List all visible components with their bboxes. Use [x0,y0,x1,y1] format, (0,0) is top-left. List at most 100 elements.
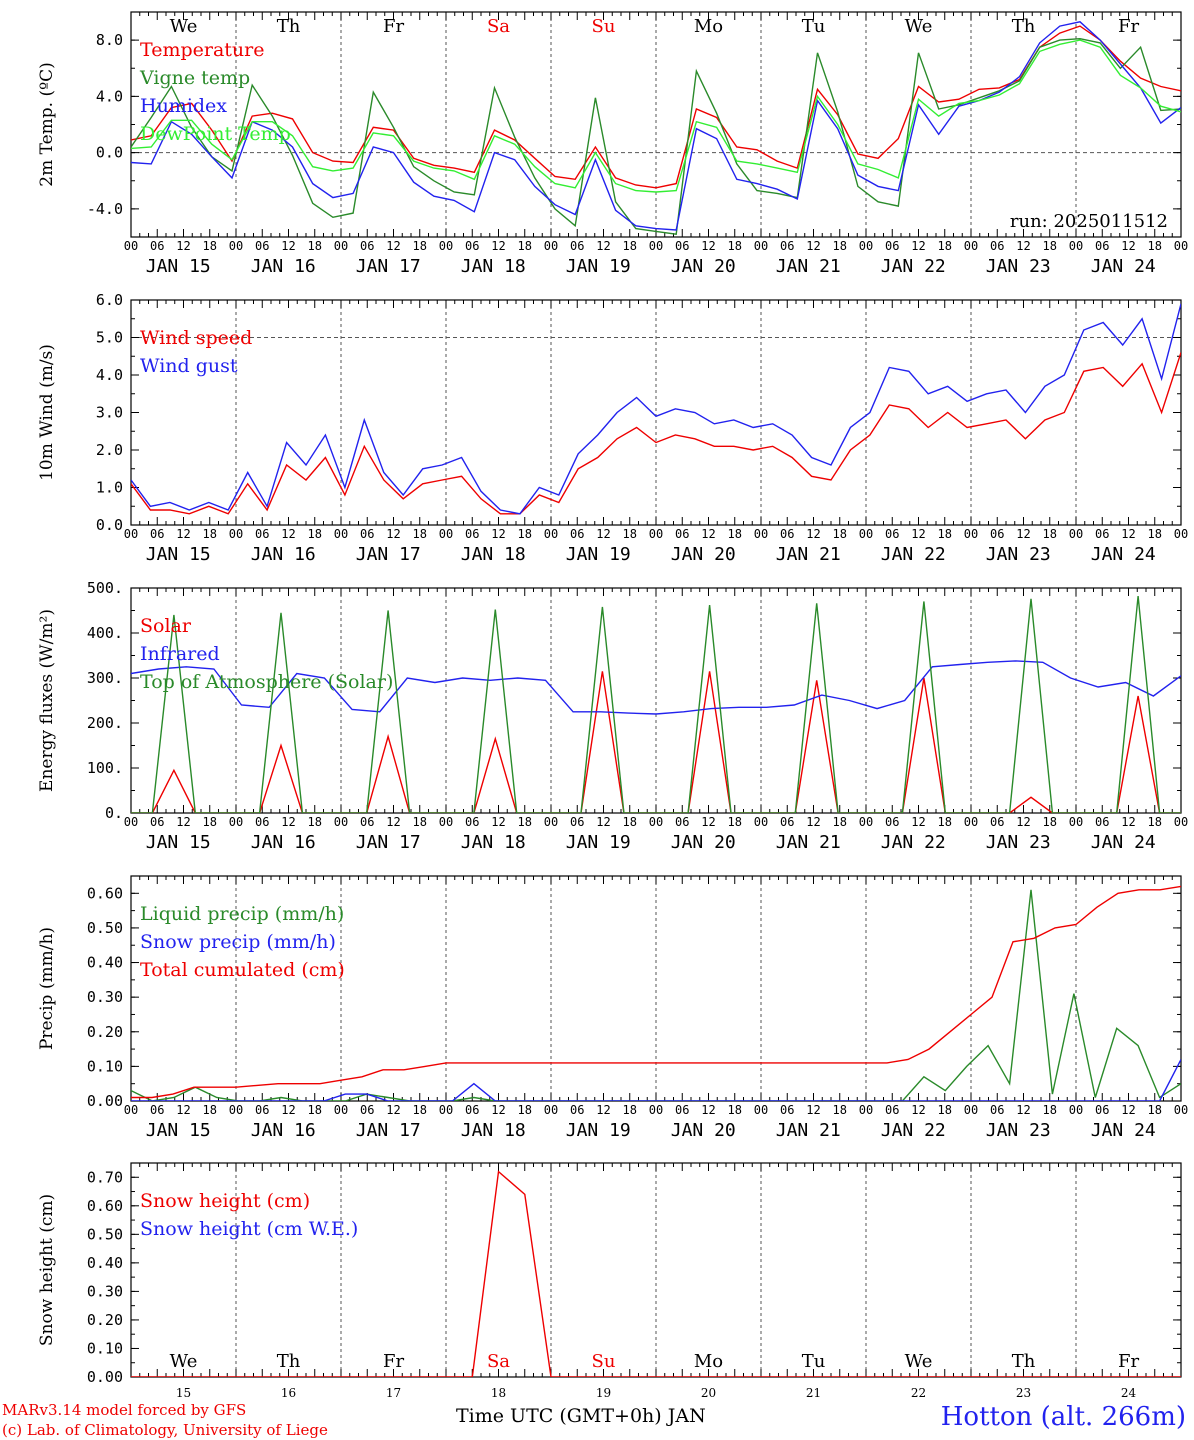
weekday-label: Th [1012,1351,1036,1372]
hour-tick-label: 18 [413,1103,427,1117]
hour-tick-label: 18 [623,1103,637,1117]
y-axis-label: 2m Temp. (ºC) [37,62,57,187]
weekday-label: We [170,1351,198,1372]
hour-tick-label: 18 [833,1103,847,1117]
hour-tick-label: 06 [570,815,584,829]
hour-tick-label: 00 [754,1103,768,1117]
hour-tick-label: 18 [308,527,322,541]
hour-tick-label: 00 [1069,527,1083,541]
hour-tick-label: 00 [124,527,138,541]
hour-tick-label: 00 [439,815,453,829]
hour-tick-label: 06 [780,527,794,541]
y-tick-label: 1.0 [96,479,123,497]
date-label: JAN 17 [356,256,421,277]
hour-tick-label: 06 [780,239,794,253]
day-number-label: 17 [386,1386,401,1400]
y-tick-label: 4.0 [96,87,123,105]
hour-tick-label: 06 [465,1103,479,1117]
day-number-label: 18 [491,1386,506,1400]
series-line-humidex [131,21,1181,231]
hour-tick-label: 00 [649,527,663,541]
hour-tick-label: 06 [360,239,374,253]
y-tick-label: 0.30 [87,1282,123,1300]
hour-tick-label: 12 [701,815,715,829]
date-label: JAN 15 [146,544,211,565]
hour-tick-label: 06 [675,815,689,829]
hour-tick-label: 18 [938,1103,952,1117]
hour-tick-label: 06 [360,1103,374,1117]
hour-tick-label: 18 [413,815,427,829]
legend-entry: Top of Atmosphere (Solar) [140,671,393,693]
date-label: JAN 21 [776,1120,841,1141]
hour-tick-label: 12 [911,1103,925,1117]
date-label: JAN 23 [986,256,1051,277]
hour-tick-label: 12 [281,1103,295,1117]
hour-tick-label: 12 [491,527,505,541]
weekday-label: Fr [1118,16,1139,37]
footer-credits: MARv3.14 model forced by GFS (c) Lab. of… [2,1400,328,1440]
hour-tick-label: 12 [491,239,505,253]
date-label: JAN 24 [1091,832,1156,853]
hour-tick-label: 00 [229,815,243,829]
weekday-label: Th [277,1351,301,1372]
y-tick-label: 300. [87,669,123,687]
hour-tick-label: 06 [465,527,479,541]
hour-tick-label: 00 [334,1103,348,1117]
day-number-label: 20 [701,1386,716,1400]
date-label: JAN 24 [1091,256,1156,277]
hour-tick-label: 06 [885,815,899,829]
weekday-label: We [905,1351,933,1372]
hour-tick-label: 12 [491,1103,505,1117]
weekday-label: Mo [694,16,723,37]
y-tick-label: 0.20 [87,1311,123,1329]
y-tick-label: 0.20 [87,1023,123,1041]
y-tick-label: 0.60 [87,884,123,902]
hour-tick-label: 00 [334,527,348,541]
y-tick-label: 0.50 [87,1225,123,1243]
hour-tick-label: 12 [1121,1103,1135,1117]
day-number-label: 21 [806,1386,821,1400]
hour-tick-label: 12 [176,527,190,541]
hour-tick-label: 18 [1043,239,1057,253]
hour-tick-label: 06 [780,1103,794,1117]
hour-tick-label: 18 [938,527,952,541]
hour-tick-label: 00 [649,239,663,253]
hour-tick-label: 00 [544,815,558,829]
date-label: JAN 22 [881,1120,946,1141]
y-tick-label: 0. [105,804,123,822]
hour-tick-label: 06 [1095,815,1109,829]
hour-tick-label: 12 [911,527,925,541]
weekday-label: Su [592,16,616,37]
hour-tick-label: 06 [465,239,479,253]
y-tick-label: 0.30 [87,988,123,1006]
date-label: JAN 17 [356,1120,421,1141]
hour-tick-label: 06 [1095,527,1109,541]
hour-tick-label: 06 [990,815,1004,829]
hour-tick-label: 12 [596,239,610,253]
hour-tick-label: 06 [570,527,584,541]
y-axis-label: Energy fluxes (W/m²) [37,609,57,792]
weekday-label: We [905,16,933,37]
weekday-label: Fr [383,1351,404,1372]
date-label: JAN 23 [986,1120,1051,1141]
hour-tick-label: 00 [1069,815,1083,829]
hour-tick-label: 18 [728,815,742,829]
hour-tick-label: 18 [413,527,427,541]
hour-tick-label: 00 [334,239,348,253]
date-label: JAN 16 [251,1120,316,1141]
hour-tick-label: 06 [675,1103,689,1117]
hour-tick-label: 06 [360,815,374,829]
hour-tick-label: 06 [885,527,899,541]
date-label: JAN 19 [566,832,631,853]
legend-entry: Temperature [140,39,264,61]
y-tick-label: 0.10 [87,1339,123,1357]
legend-entry: Infrared [140,643,220,665]
hour-tick-label: 00 [859,239,873,253]
legend-entry: Humidex [140,95,227,117]
legend-entry: Snow height (cm W.E.) [140,1218,358,1240]
hour-tick-label: 00 [859,1103,873,1117]
hour-tick-label: 18 [833,815,847,829]
plot-frame [130,587,1182,814]
y-axis-label: Snow height (cm) [37,1194,57,1346]
hour-tick-label: 12 [701,1103,715,1117]
